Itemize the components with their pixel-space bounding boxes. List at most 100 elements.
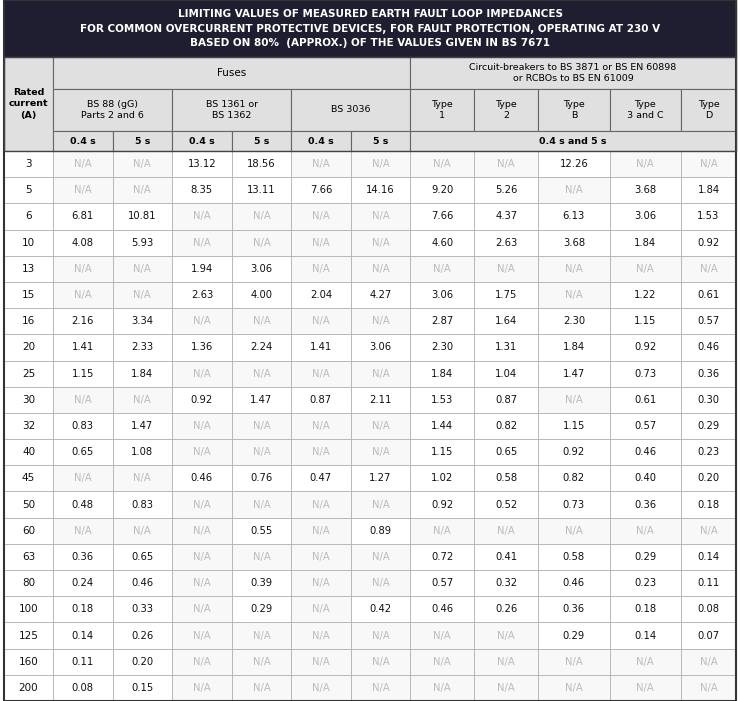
Text: N/A: N/A <box>434 264 451 274</box>
Bar <box>53 622 112 648</box>
Text: 40: 40 <box>22 447 35 457</box>
Text: 1.41: 1.41 <box>310 342 332 353</box>
Bar <box>112 491 172 517</box>
Text: BS 1361 or
BS 1362: BS 1361 or BS 1362 <box>206 100 258 121</box>
Bar <box>351 131 410 151</box>
Text: N/A: N/A <box>74 526 92 536</box>
Text: N/A: N/A <box>371 369 389 379</box>
Text: 0.36: 0.36 <box>634 500 656 510</box>
Bar <box>410 89 474 131</box>
Bar <box>112 413 172 439</box>
Text: 3.68: 3.68 <box>562 238 585 247</box>
Text: N/A: N/A <box>312 526 330 536</box>
Bar <box>681 517 736 544</box>
Bar <box>474 465 538 491</box>
Text: 10: 10 <box>22 238 35 247</box>
Bar <box>4 465 53 491</box>
Text: 0.65: 0.65 <box>131 552 153 562</box>
Bar <box>232 570 291 597</box>
Text: 14.16: 14.16 <box>366 185 394 196</box>
Bar <box>172 491 232 517</box>
Text: 2.11: 2.11 <box>369 395 391 404</box>
Bar <box>681 89 736 131</box>
Bar <box>610 177 681 203</box>
Bar <box>681 465 736 491</box>
Bar <box>351 491 410 517</box>
Bar <box>232 387 291 413</box>
Bar <box>172 570 232 597</box>
Text: N/A: N/A <box>371 552 389 562</box>
Text: 1.15: 1.15 <box>431 447 454 457</box>
Bar <box>172 413 232 439</box>
Text: 1.31: 1.31 <box>495 342 517 353</box>
Bar <box>351 387 410 413</box>
Text: 0.65: 0.65 <box>72 447 94 457</box>
Bar <box>4 491 53 517</box>
Bar <box>112 334 172 360</box>
Text: N/A: N/A <box>133 264 151 274</box>
Bar <box>172 308 232 334</box>
Bar <box>351 203 410 229</box>
Text: 1.02: 1.02 <box>431 473 454 484</box>
Bar <box>53 151 112 177</box>
Bar <box>291 544 351 570</box>
Bar <box>681 151 736 177</box>
Bar <box>53 131 112 151</box>
Text: N/A: N/A <box>497 264 515 274</box>
Bar <box>474 360 538 387</box>
Bar <box>172 387 232 413</box>
Text: 13: 13 <box>22 264 36 274</box>
Bar <box>410 597 474 622</box>
Bar <box>351 570 410 597</box>
Bar <box>474 648 538 675</box>
Text: 9.20: 9.20 <box>431 185 454 196</box>
Text: 1.22: 1.22 <box>634 290 656 300</box>
Text: N/A: N/A <box>193 238 211 247</box>
Bar <box>4 517 53 544</box>
Text: 0.42: 0.42 <box>369 604 391 614</box>
Text: 3.06: 3.06 <box>369 342 391 353</box>
Text: 1.36: 1.36 <box>191 342 213 353</box>
Text: 8.35: 8.35 <box>191 185 213 196</box>
Bar <box>410 413 474 439</box>
Text: 4.27: 4.27 <box>369 290 391 300</box>
Bar <box>4 203 53 229</box>
Text: N/A: N/A <box>193 578 211 588</box>
Text: 80: 80 <box>22 578 35 588</box>
Bar <box>610 413 681 439</box>
Text: 200: 200 <box>18 683 38 693</box>
Text: 0.14: 0.14 <box>72 630 94 641</box>
Bar <box>474 282 538 308</box>
Bar <box>172 229 232 256</box>
Bar <box>112 360 172 387</box>
Text: N/A: N/A <box>193 526 211 536</box>
Text: N/A: N/A <box>193 683 211 693</box>
Text: 0.4 s: 0.4 s <box>308 137 334 146</box>
Bar <box>538 413 610 439</box>
Text: 0.61: 0.61 <box>697 290 719 300</box>
Bar <box>291 229 351 256</box>
Bar <box>112 229 172 256</box>
Bar <box>112 675 172 701</box>
Text: 13.11: 13.11 <box>247 185 276 196</box>
Bar <box>410 360 474 387</box>
Bar <box>474 229 538 256</box>
Text: N/A: N/A <box>133 290 151 300</box>
Bar <box>410 675 474 701</box>
Text: 5.26: 5.26 <box>495 185 517 196</box>
Bar <box>291 131 351 151</box>
Text: 2.16: 2.16 <box>72 316 94 326</box>
Text: 6: 6 <box>25 212 32 222</box>
Text: 1.84: 1.84 <box>431 369 453 379</box>
Bar <box>410 131 736 151</box>
Bar <box>112 544 172 570</box>
Text: 2.63: 2.63 <box>191 290 213 300</box>
Text: 1.27: 1.27 <box>369 473 391 484</box>
Text: N/A: N/A <box>565 683 582 693</box>
Text: 1.75: 1.75 <box>495 290 517 300</box>
Bar <box>53 597 112 622</box>
Text: N/A: N/A <box>312 630 330 641</box>
Bar <box>681 177 736 203</box>
Bar <box>112 177 172 203</box>
Text: 0.39: 0.39 <box>250 578 272 588</box>
